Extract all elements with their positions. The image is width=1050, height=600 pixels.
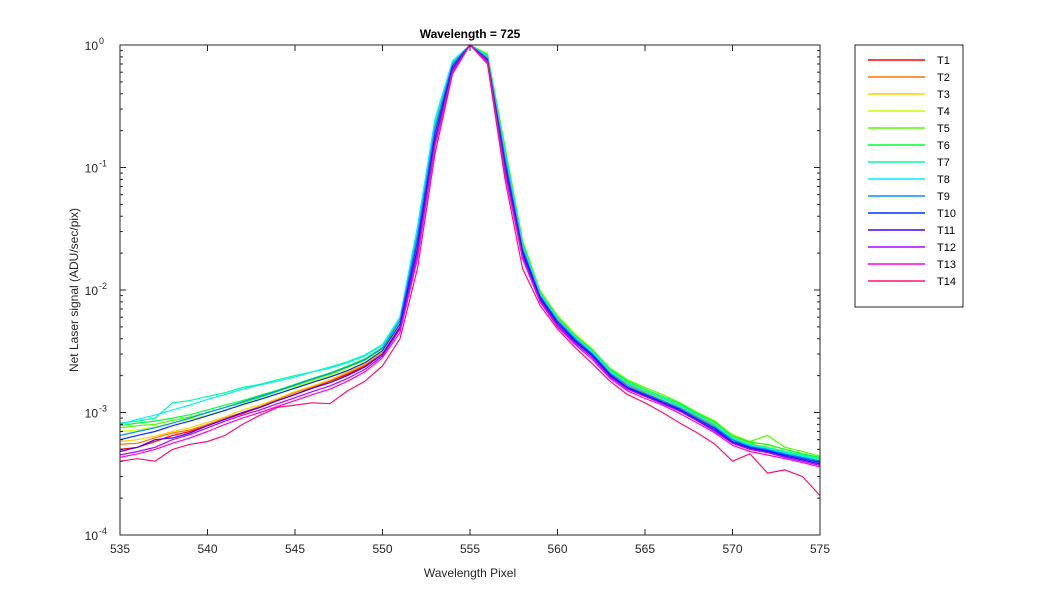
x-tick-label: 550 (372, 542, 392, 556)
legend-label-t2: T2 (937, 72, 950, 84)
legend-label-t11: T11 (937, 225, 955, 237)
x-tick-label: 540 (197, 542, 217, 556)
y-tick-base: 10 (85, 39, 99, 53)
legend: T1 T2 T3 T4 T5 T6 T7 T8 T9 T10 T11 T12 T13 T14 (854, 44, 964, 308)
legend-label-t14: T14 (937, 276, 956, 288)
x-tick-label: 570 (722, 542, 742, 556)
y-tick-base: 10 (85, 284, 99, 298)
y-tick-label: 10 (85, 39, 99, 53)
legend-label-t10: T10 (937, 208, 956, 220)
legend-label-t6: T6 (937, 140, 950, 152)
legend-label-t12: T12 (937, 242, 956, 254)
plot-area (120, 45, 820, 535)
y-tick-exponent: -2 (99, 281, 107, 291)
x-tick-label: 565 (635, 542, 655, 556)
legend-label-t9: T9 (937, 191, 950, 203)
y-tick-exponent: -4 (99, 526, 107, 536)
y-tick-base: 10 (85, 529, 99, 543)
legend-label-t3: T3 (937, 89, 950, 101)
legend-label-t4: T4 (937, 106, 950, 118)
y-tick-label: 10 (85, 529, 99, 543)
y-tick-exponent: -1 (99, 159, 107, 169)
y-tick-label: 10 (85, 162, 99, 176)
y-tick-exponent: -3 (99, 404, 107, 414)
chart-title: Wavelength = 725 (420, 27, 521, 41)
y-axis-label: Net Laser signal (ADU/sec/pix) (67, 208, 81, 372)
y-tick-label: 10 (85, 407, 99, 421)
x-axis: 535 540 545 550 555 560 565 570 575 (110, 45, 830, 556)
x-tick-label: 575 (810, 542, 830, 556)
x-tick-label: 535 (110, 542, 130, 556)
legend-label-t13: T13 (937, 259, 956, 271)
x-axis-label: Wavelength Pixel (424, 566, 516, 580)
legend-label-t1: T1 (937, 55, 950, 67)
y-tick-exponent: 0 (99, 36, 104, 46)
x-tick-label: 555 (460, 542, 480, 556)
legend-items: T1 T2 T3 T4 T5 T6 T7 T8 T9 T10 T11 T12 T13 T14 (868, 55, 956, 288)
x-tick-label: 560 (547, 542, 567, 556)
y-tick-label: 10 (85, 284, 99, 298)
legend-label-t7: T7 (937, 157, 950, 169)
legend-label-t5: T5 (937, 123, 950, 135)
legend-label-t8: T8 (937, 174, 950, 186)
x-tick-label: 545 (285, 542, 305, 556)
y-tick-base: 10 (85, 162, 99, 176)
y-tick-base: 10 (85, 407, 99, 421)
